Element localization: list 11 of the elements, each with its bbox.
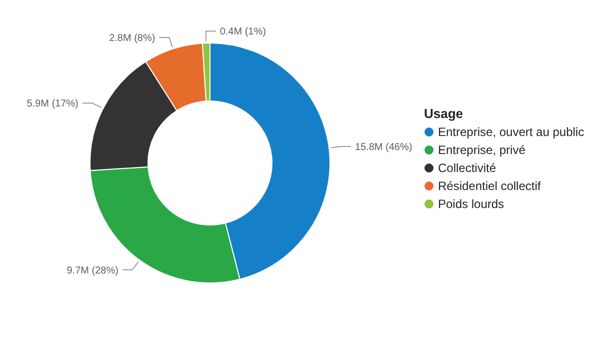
data-label: 9.7M (28%) (66, 265, 118, 276)
legend-label: Entreprise, privé (438, 143, 526, 157)
legend-title: Usage (424, 106, 464, 121)
legend-label: Entreprise, ouvert au public (438, 125, 584, 139)
legend-label: Poids lourds (438, 197, 504, 211)
data-label: 2.8M (8%) (109, 32, 156, 44)
legend-label: Résidentiel collectif (438, 179, 542, 193)
data-label: 15.8M (46%) (354, 142, 412, 153)
data-label: 5.9M (17%) (26, 98, 78, 110)
legend-label: Collectivité (438, 161, 496, 175)
data-label: 0.4M (1%) (220, 26, 266, 38)
